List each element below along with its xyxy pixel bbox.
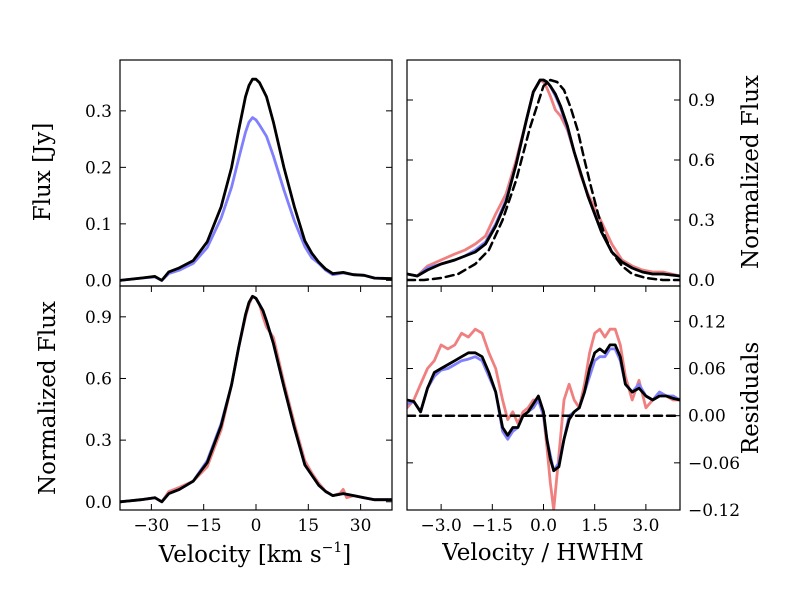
top-right-ytick-label: 0.0 [688,271,715,291]
bottom-left-xtick-label: 0 [251,516,262,536]
top-right-series-group [407,78,680,282]
bottom-left-xlabel: Velocity [km s−1] [158,540,352,568]
bottom-right-ytick-label: 0.12 [688,312,726,332]
top-right-series-line-0 [407,78,680,278]
top-left-ytick-label: 0.1 [85,215,112,235]
top-left-ytick-label: 0.2 [85,158,112,178]
bottom-right-ytick-label: 0.00 [688,407,726,427]
top-right-series-line-2 [407,78,680,278]
bottom-left-ytick-label: 0.0 [85,493,112,513]
top-left-series-group [120,77,392,282]
bottom-right-series-group [407,327,680,510]
bottom-left-ylabel: Normalized Flux [35,301,61,495]
bottom-right-xtick-label: 0.0 [530,516,557,536]
bottom-right-ytick-label: 0.06 [688,360,726,380]
bottom-right-xtick-label: 3.0 [632,516,659,536]
bottom-right-xtick-label: 1.5 [581,516,608,536]
bottom-right-xlabel: Velocity / HWHM [441,540,643,566]
top-right-ytick-label: 0.9 [688,91,715,111]
bottom-right-series-line-2 [407,343,680,473]
top-right-ytick-label: 0.3 [688,211,715,231]
panel-bottom-left: 0.0 0.3 0.6 0.9 −30 −15 0 15 30 [85,285,393,536]
bottom-left-series-line-2 [120,294,392,504]
bottom-left-series-group [120,294,392,504]
bottom-right-series-line-0 [407,327,680,510]
xlabel-superscript: −1 [322,540,343,556]
top-right-ylabel: Normalized Flux [738,75,764,269]
top-left-ylabel: Flux [Jy] [30,123,56,222]
xlabel-end: ] [342,542,351,568]
bottom-left-xtick-label: −15 [186,516,222,536]
bottom-right-ytick-label: −0.12 [688,501,740,521]
bottom-right-xtick-label: −3.0 [420,516,461,536]
bottom-left-xtick-label: 30 [350,516,372,536]
panel-top-right: 0.0 0.3 0.6 0.9 [406,59,715,291]
top-right-ytick-label: 0.6 [688,151,715,171]
top-right-dashed-line-3 [407,78,680,282]
bottom-left-ytick-label: 0.3 [85,431,112,451]
bottom-left-xtick-label: −30 [133,516,169,536]
bottom-left-ytick-label: 0.6 [85,369,112,389]
panel-bottom-right: −0.12 −0.06 0.00 0.06 0.12 −3.0 −1.5 0.0 1.5 3.0 [406,285,740,536]
xlabel-text: Velocity [km s [158,542,322,568]
bottom-right-xtick-label: −1.5 [472,516,513,536]
bottom-right-ylabel: Residuals [738,342,764,455]
top-left-ytick-label: 0.0 [85,271,112,291]
top-left-ytick-label: 0.3 [85,102,112,122]
bottom-left-xtick-label: 15 [297,516,319,536]
panel-top-left: 0.0 0.1 0.2 0.3 [85,59,393,291]
top-left-series-line-1 [120,77,392,282]
bottom-left-ytick-label: 0.9 [85,308,112,328]
bottom-right-ytick-label: −0.06 [688,454,740,474]
